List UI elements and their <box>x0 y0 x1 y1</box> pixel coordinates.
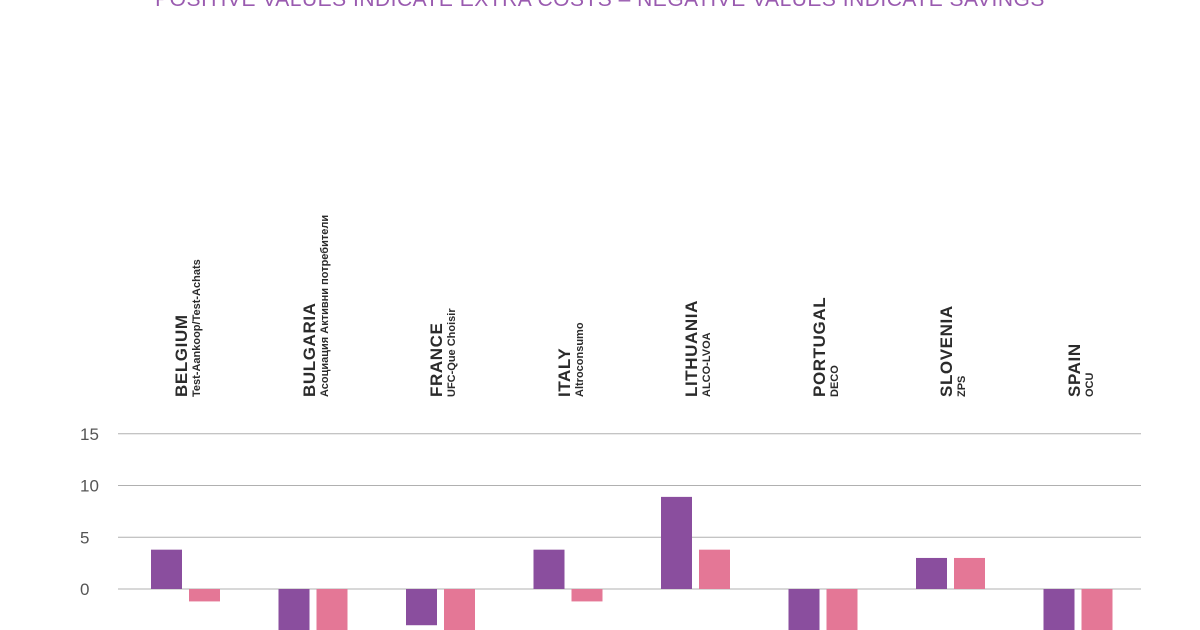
country-name: SLOVENIA <box>937 305 956 397</box>
bar-portugal-series-2 <box>826 589 858 630</box>
organization-name: Асоциация Активни потребители <box>318 214 331 397</box>
organization-name: Test-Aankoop/Test-Achats <box>191 259 203 397</box>
country-name: PORTUGAL <box>809 296 829 397</box>
chart-subtitle: POSITIVE VALUES INDICATE EXTRA COSTS – N… <box>0 0 1200 12</box>
bar-slovenia-series-1 <box>916 557 947 589</box>
category-label-portugal: PORTUGAL DECO <box>810 297 880 397</box>
country-name: LITHUANIA <box>682 300 701 397</box>
country-name: BULGARIA <box>299 302 319 397</box>
organization-name: OCU <box>1083 372 1096 397</box>
bar-belgium-series-2 <box>189 589 220 602</box>
category-label-italy: ITALY Altroconsumo <box>555 322 625 397</box>
bar-bulgaria-series-1 <box>278 589 310 630</box>
category-label-slovenia: SLOVENIA ZPS <box>937 305 1007 397</box>
bar-italy-series-1 <box>533 549 565 589</box>
category-label-belgium: BELGIUM Test-Aankoop/Test-Achats <box>172 259 242 397</box>
bar-italy-series-2 <box>571 589 603 602</box>
country-name: ITALY <box>554 347 574 397</box>
bar-slovenia-series-2 <box>954 557 985 589</box>
category-label-france: FRANCE UFC-Que Choisir <box>427 308 497 397</box>
bar-portugal-series-1 <box>788 589 820 630</box>
category-label-bulgaria: BULGARIA Асоциация Активни потребители <box>300 215 370 397</box>
organization-name: Altroconsumo <box>573 322 586 397</box>
bar-france-series-2 <box>444 589 475 630</box>
country-name: SPAIN <box>1064 343 1084 397</box>
category-label-lithuania: LITHUANIA ALCO-LVOA <box>682 300 752 397</box>
y-tick-label: 10 <box>80 477 99 496</box>
bar-spain-series-1 <box>1043 589 1075 630</box>
organization-name: UFC-Que Choisir <box>446 308 458 397</box>
bar-lithuania-series-2 <box>699 549 730 589</box>
bar-lithuania-series-1 <box>661 496 692 589</box>
category-label-spain: SPAIN OCU <box>1065 343 1135 397</box>
bar-belgium-series-1 <box>151 549 182 589</box>
organization-name: ALCO-LVOA <box>701 332 713 397</box>
country-name: BELGIUM <box>172 314 191 397</box>
bar-bulgaria-series-2 <box>316 589 348 630</box>
y-tick-label: 5 <box>80 528 89 547</box>
y-tick-label: 0 <box>80 580 89 599</box>
bar-spain-series-2 <box>1081 589 1113 630</box>
organization-name: ZPS <box>956 375 968 397</box>
country-name: FRANCE <box>427 322 446 397</box>
y-tick-label: 15 <box>80 425 99 444</box>
organization-name: DECO <box>828 365 841 397</box>
bar-france-series-1 <box>406 589 437 626</box>
